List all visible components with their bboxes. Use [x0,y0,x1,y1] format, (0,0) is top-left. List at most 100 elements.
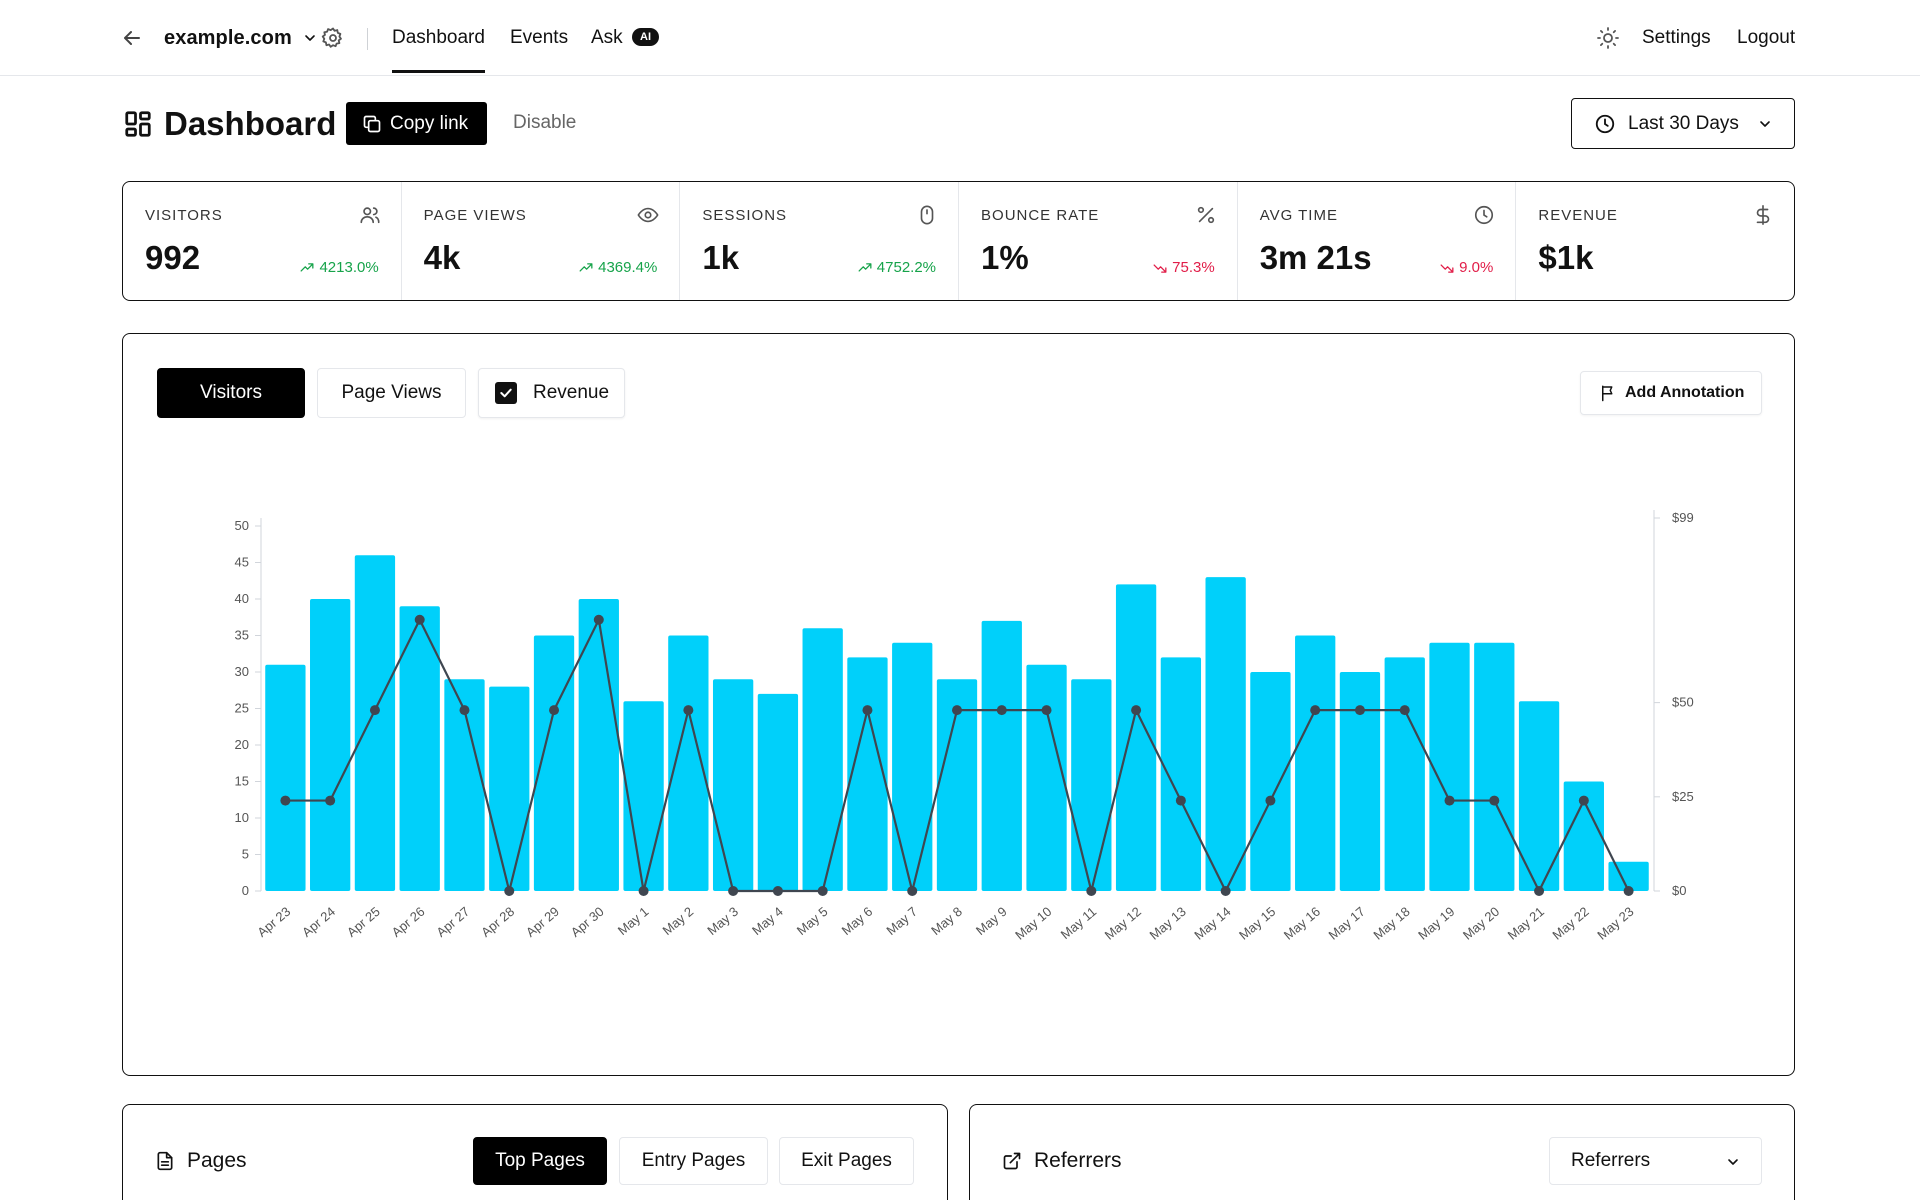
y-right-tick-label: $50 [1672,695,1694,710]
kpi-avg-time[interactable]: AVG TIME 3m 21s 9.0% [1238,182,1517,300]
bar [1429,642,1470,891]
y-left-tick-label: 15 [235,774,249,789]
revenue-point [638,886,649,896]
bar [444,679,485,891]
kpi-page-views[interactable]: PAGE VIEWS 4k 4369.4% [402,182,681,300]
bar [981,620,1022,891]
bar [1563,781,1604,891]
y-left-tick-label: 35 [235,628,249,643]
visitors-toggle[interactable]: Visitors [157,368,305,418]
tab-entry-pages[interactable]: Entry Pages [619,1137,768,1185]
bar [1205,577,1246,891]
pages-title: Pages [155,1149,247,1173]
bar [1339,672,1381,891]
copy-link-button[interactable]: Copy link [346,102,487,145]
revenue-point [325,795,336,806]
revenue-point [1623,886,1634,896]
x-tick-label: Apr 23 [254,904,293,940]
kpi-bounce-rate[interactable]: BOUNCE RATE 1% 75.3% [959,182,1238,300]
bar [1295,635,1336,891]
kpi-label: AVG TIME [1259,207,1338,224]
clock-icon [1595,114,1615,133]
bar [1026,664,1067,891]
revenue-point [907,886,918,896]
pages-title-label: Pages [187,1149,247,1172]
trend-up-icon [858,262,872,272]
flag-icon [1602,385,1613,402]
eye-icon [637,207,659,223]
x-tick-label: May 17 [1326,904,1368,943]
x-tick-label: May 2 [660,904,697,938]
trend-up-icon [300,262,314,272]
referrers-select-label: Referrers [1571,1150,1651,1171]
kpi-visitors[interactable]: VISITORS 992 4213.0% [123,182,402,300]
kpi-value: 1% [981,239,1029,276]
gear-icon[interactable] [321,26,345,50]
x-tick-label: May 9 [973,904,1010,938]
x-tick-label: May 1 [615,904,652,938]
x-tick-label: Apr 29 [523,904,562,940]
bar [1518,701,1560,891]
bar [712,679,754,891]
kpi-label: PAGE VIEWS [423,207,527,224]
referrers-select[interactable]: Referrers [1549,1137,1762,1185]
kpi-change: 4213.0% [300,259,379,276]
referrers-card: Referrers Referrers [969,1104,1795,1200]
kpi-value: 992 [145,239,201,276]
chevron-down-icon [305,35,315,41]
document-icon [157,1151,173,1171]
x-tick-label: Apr 26 [389,904,428,940]
kpi-change-value: 4213.0% [319,259,379,276]
x-tick-label: Apr 30 [568,904,607,940]
nav-divider [367,28,368,50]
tab-dashboard[interactable]: Dashboard [392,27,485,73]
kpi-change: 4752.2% [858,259,936,276]
check-icon [495,382,517,404]
y-right-tick-label: $99 [1672,510,1694,525]
x-tick-label: May 4 [749,904,786,938]
site-name: example.com [164,26,292,49]
page-views-toggle[interactable]: Page Views [317,368,466,418]
dollar-icon [1756,205,1770,225]
settings-link[interactable]: Settings [1642,27,1711,48]
x-tick-label: May 12 [1102,904,1144,943]
x-tick-label: Apr 28 [478,904,517,940]
bar [489,686,530,891]
kpi-value: 1k [702,239,740,276]
external-link-icon [1003,1152,1021,1170]
tab-events[interactable]: Events [510,27,569,48]
kpi-label: REVENUE [1538,207,1618,224]
tab-ask[interactable]: Ask [591,27,623,48]
kpi-label: BOUNCE RATE [981,207,1100,224]
tab-top-pages[interactable]: Top Pages [473,1137,607,1185]
page-title: Dashboard [164,105,337,142]
disable-button[interactable]: Disable [513,112,577,133]
bar [668,635,709,891]
kpi-revenue[interactable]: REVENUE $1k [1516,182,1794,300]
revenue-toggle[interactable]: Revenue [478,368,625,418]
kpi-sessions[interactable]: SESSIONS 1k 4752.2% [680,182,960,300]
date-range-label: Last 30 Days [1628,112,1739,134]
logout-link[interactable]: Logout [1737,27,1796,48]
bar [1250,672,1291,891]
add-annotation-button[interactable]: Add Annotation [1580,371,1762,415]
y-left-tick-label: 25 [235,701,249,716]
bar [1474,642,1515,891]
revenue-point [728,886,739,896]
back-arrow-icon[interactable] [120,26,144,50]
y-left-tick-label: 30 [235,664,249,679]
mouse-icon [920,205,934,225]
x-tick-label: May 14 [1191,904,1233,943]
sun-icon[interactable] [1596,26,1620,50]
clock-icon [1475,205,1494,225]
site-switcher[interactable]: example.com [164,24,318,52]
revenue-point [1175,795,1186,806]
x-tick-label: May 3 [704,904,741,938]
date-range-select[interactable]: Last 30 Days [1571,98,1795,149]
users-icon [360,207,380,224]
bar [1071,679,1112,891]
bar [399,606,440,891]
bar [265,664,306,891]
kpi-label: VISITORS [145,207,223,224]
tab-exit-pages[interactable]: Exit Pages [779,1137,914,1185]
